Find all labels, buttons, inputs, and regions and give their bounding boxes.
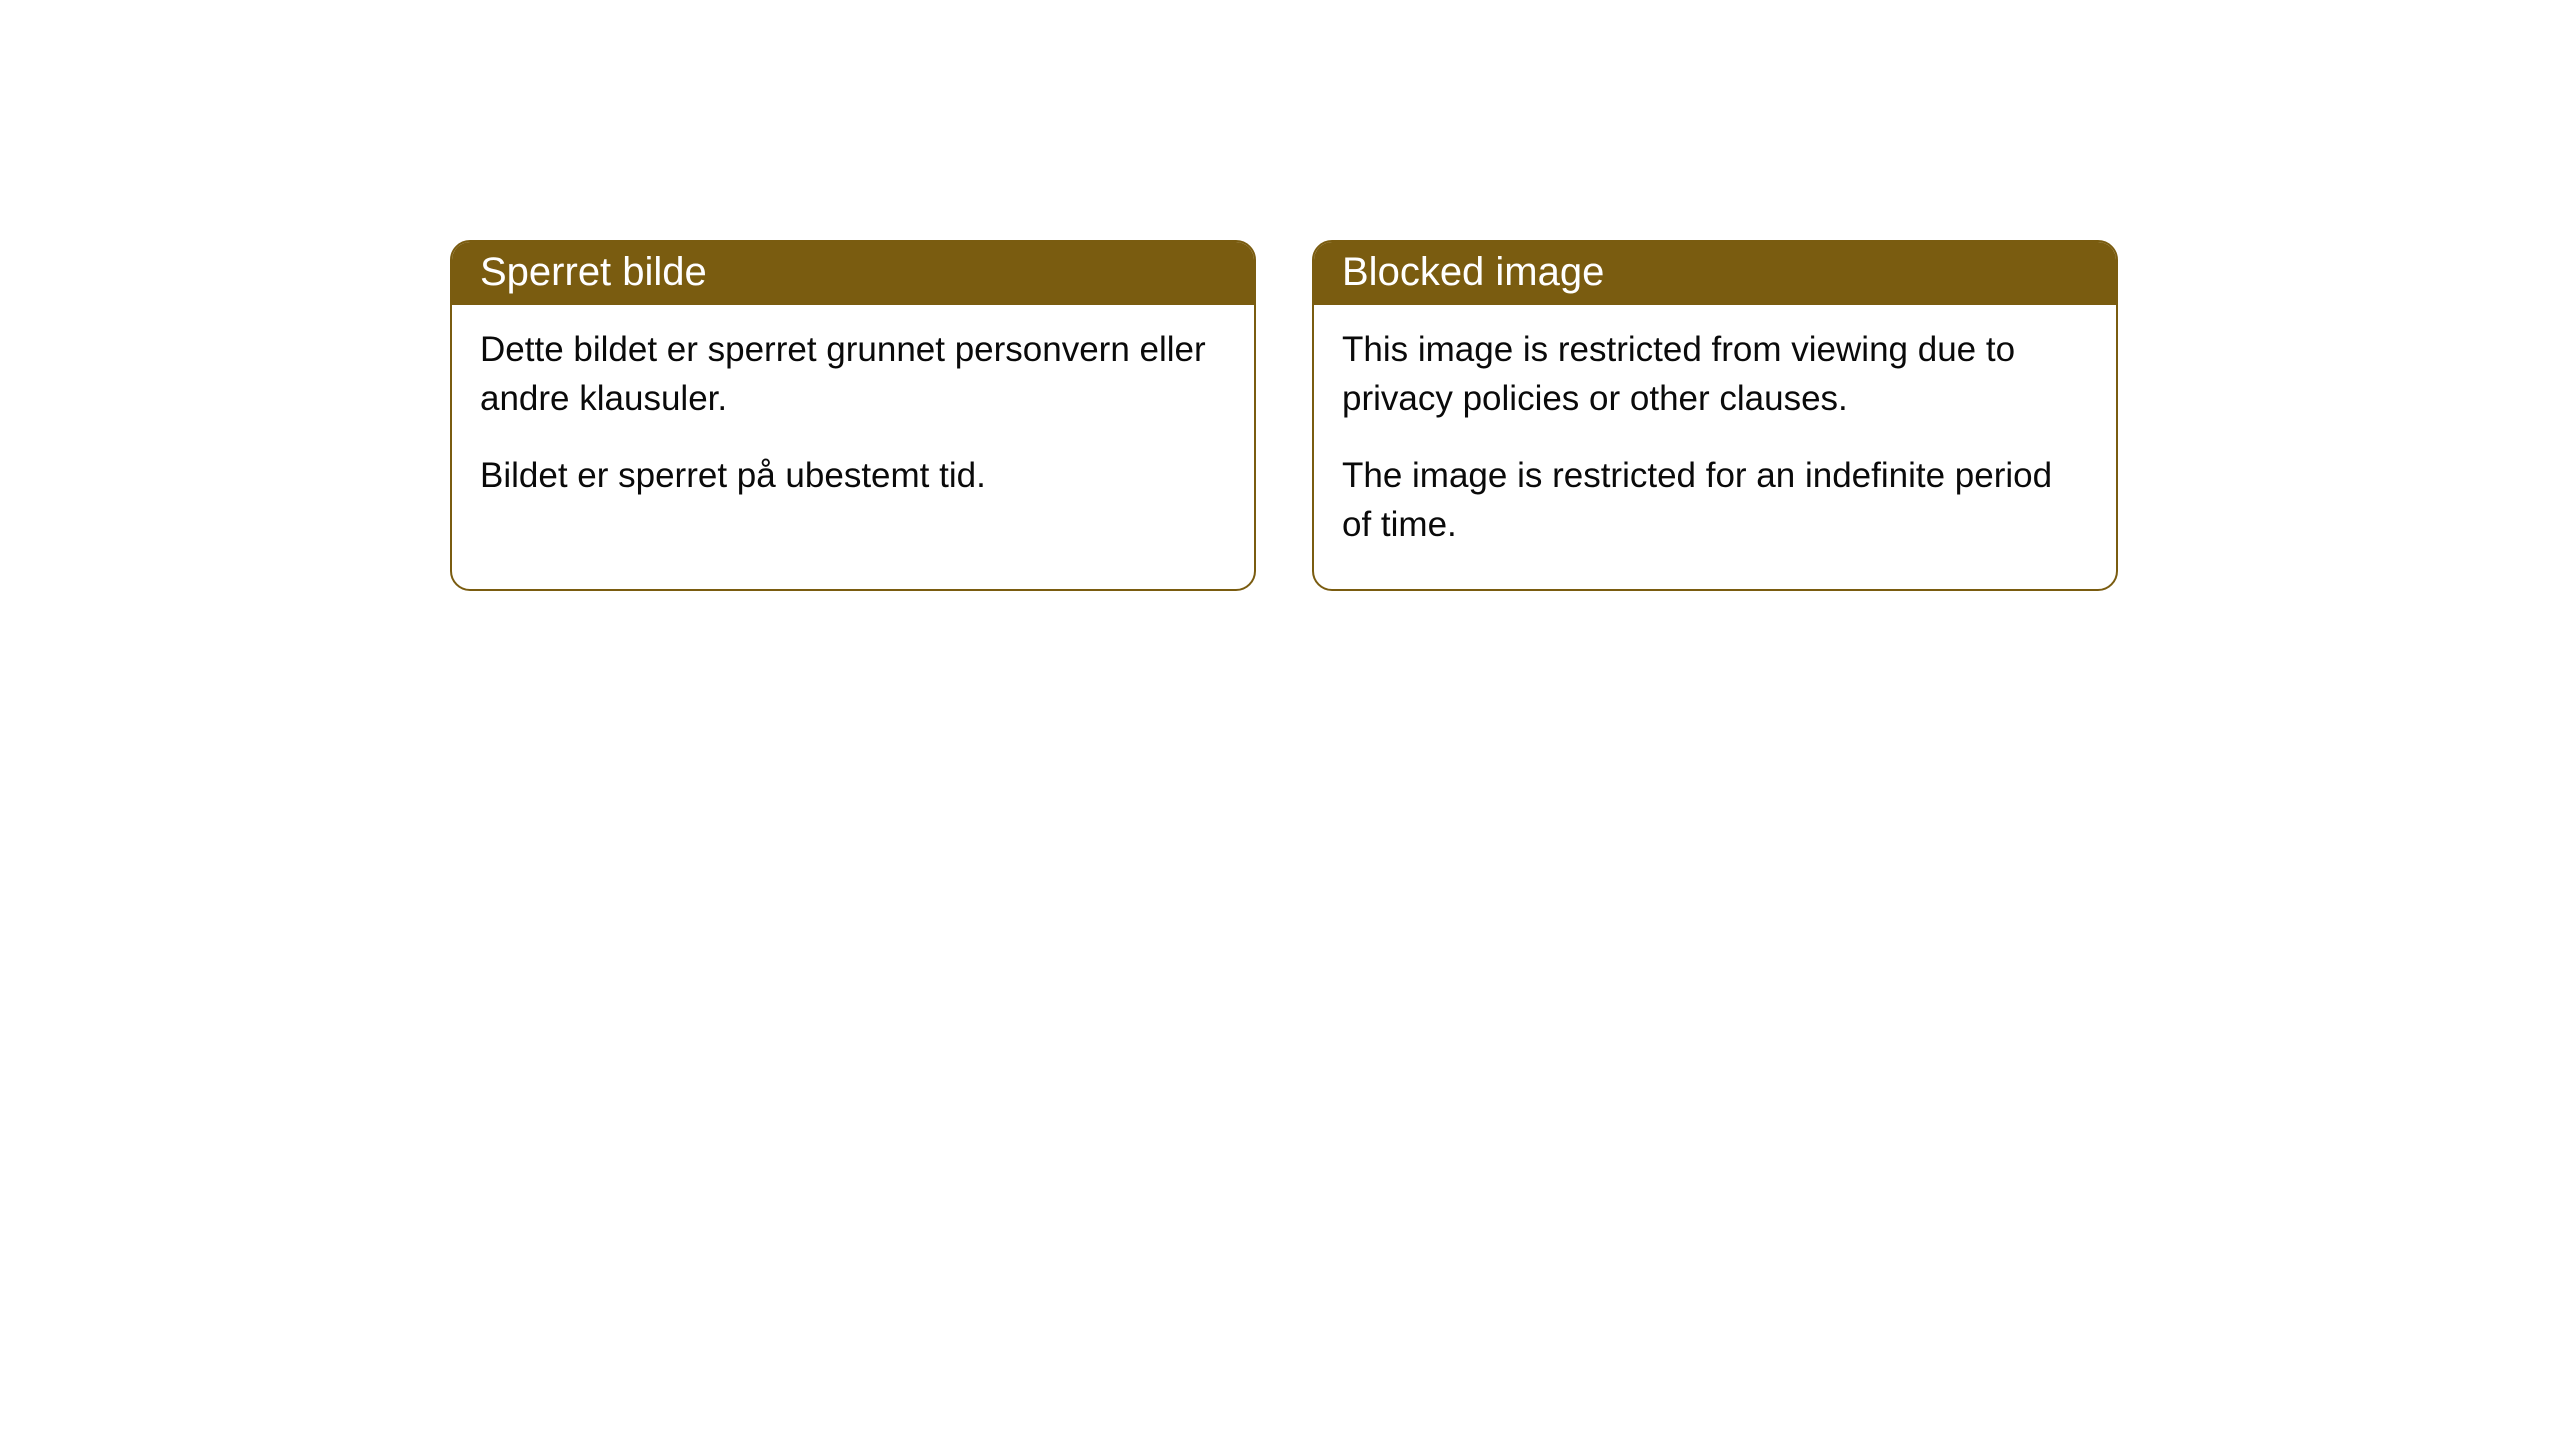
blocked-image-card-nb: Sperret bilde Dette bildet er sperret gr… [450, 240, 1256, 591]
card-body: This image is restricted from viewing du… [1314, 305, 2116, 589]
cards-container: Sperret bilde Dette bildet er sperret gr… [0, 0, 2560, 591]
card-text-line1: This image is restricted from viewing du… [1342, 325, 2088, 423]
card-text-line2: The image is restricted for an indefinit… [1342, 451, 2088, 549]
card-body: Dette bildet er sperret grunnet personve… [452, 305, 1254, 540]
card-title: Blocked image [1314, 242, 2116, 305]
card-title: Sperret bilde [452, 242, 1254, 305]
card-text-line2: Bildet er sperret på ubestemt tid. [480, 451, 1226, 500]
card-text-line1: Dette bildet er sperret grunnet personve… [480, 325, 1226, 423]
blocked-image-card-en: Blocked image This image is restricted f… [1312, 240, 2118, 591]
